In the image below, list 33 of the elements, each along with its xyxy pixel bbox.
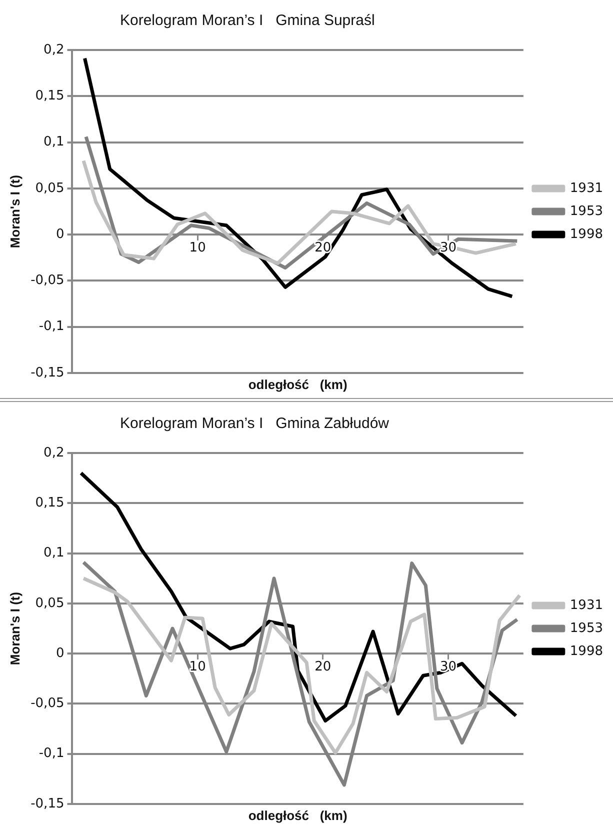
y-tick-label: 0,1 — [44, 546, 64, 561]
y-tick-label: -0,1 — [38, 319, 64, 334]
x-tick-label: 10 — [189, 240, 206, 256]
x-axis-title: odległość (km) — [248, 808, 348, 824]
legend-label: 1998 — [570, 644, 604, 659]
y-axis-title: Moran's I (t) — [7, 592, 22, 666]
legend-label: 1931 — [570, 180, 604, 196]
y-tick-label: 0,2 — [44, 42, 64, 58]
legend-label: 1953 — [570, 620, 604, 636]
chart-title: Korelogram Moran’s I Gmina Supraśl — [120, 12, 375, 29]
legend-label: 1931 — [570, 598, 604, 613]
legend-label: 1953 — [570, 204, 604, 219]
y-axis-title: Moran's I (t) — [7, 174, 22, 248]
x-tick-label: 20 — [314, 659, 332, 674]
chart-title: Korelogram Moran’s I Gmina Zabłudów — [120, 415, 390, 432]
y-tick-label: 0,15 — [35, 496, 64, 511]
y-tick-label: 0 — [56, 226, 64, 242]
x-axis-title: odległość (km) — [248, 377, 348, 392]
y-tick-label: 0 — [56, 646, 64, 661]
y-tick-label: -0,15 — [30, 365, 64, 380]
x-tick-label: 30 — [440, 240, 456, 256]
y-tick-label: -0,15 — [30, 796, 64, 812]
y-tick-label: 0,1 — [44, 134, 64, 150]
x-tick-label: 20 — [314, 240, 332, 256]
y-tick-label: 0,2 — [44, 445, 64, 460]
legend-label: 1998 — [570, 226, 604, 242]
y-tick-label: -0,05 — [30, 273, 64, 288]
y-tick-label: -0,05 — [30, 696, 64, 712]
y-tick-label: 0,05 — [35, 596, 64, 611]
y-tick-label: -0,1 — [38, 746, 64, 762]
y-tick-label: 0,15 — [35, 88, 64, 104]
x-tick-label: 10 — [189, 659, 206, 674]
y-tick-label: 0,05 — [35, 180, 64, 196]
